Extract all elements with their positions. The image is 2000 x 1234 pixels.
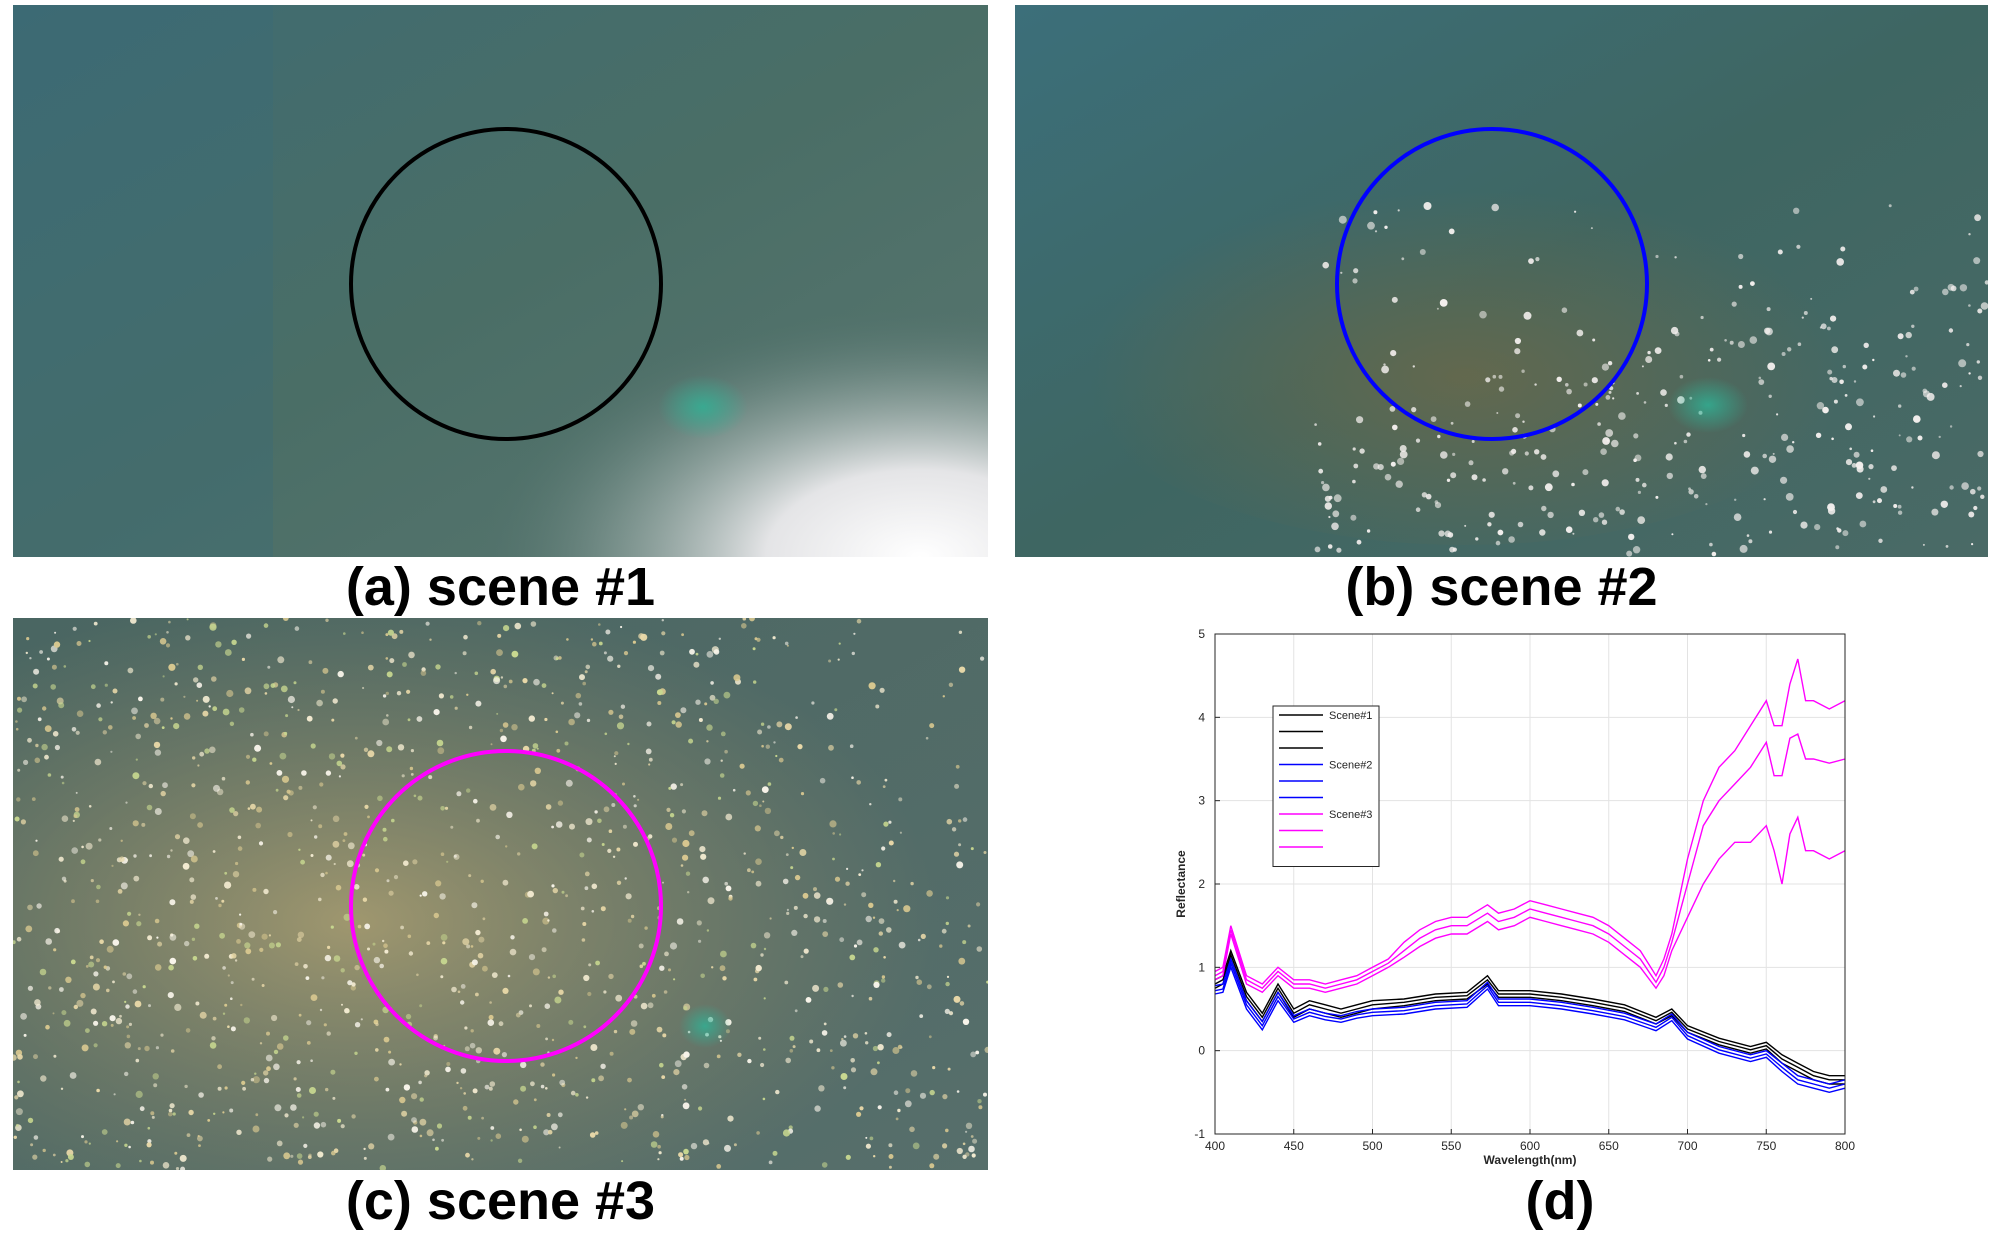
series-line-4: [1214, 956, 1846, 1085]
x-tick-label: 500: [1362, 1139, 1382, 1153]
y-tick-label: 1: [1198, 960, 1205, 974]
x-tick-label: 550: [1441, 1139, 1461, 1153]
reflectance-chart: 400 450 500 550 600 650 700 750 800 -1 0 1 2 3 4 5 Wavel…: [1170, 618, 1870, 1183]
series-line-9: [1214, 815, 1846, 994]
y-tick-label: 4: [1198, 710, 1205, 724]
y-tick-label: 0: [1198, 1044, 1205, 1058]
series-line-1: [1214, 948, 1845, 1077]
legend: Scene#1 Scene#2 Scene#3: [1272, 705, 1380, 867]
y-tick-label: 2: [1198, 877, 1205, 891]
scene-2-photo: [1015, 5, 1988, 557]
y-axis-label: Reflectance: [1174, 850, 1188, 918]
scene-3-roi-circle: [349, 749, 663, 1063]
series-line-5: [1214, 961, 1846, 1089]
series-line-7: [1214, 658, 1846, 985]
legend-box: [1272, 705, 1380, 867]
y-tick-label: 5: [1198, 627, 1205, 641]
y-tick-label: -1: [1194, 1127, 1205, 1141]
chart-caption: (d): [1525, 1171, 1595, 1231]
legend-label: Scene#1: [1329, 710, 1372, 722]
x-tick-label: 600: [1520, 1139, 1540, 1153]
y-tick-label: 3: [1198, 794, 1205, 808]
x-tick-label: 450: [1284, 1139, 1304, 1153]
x-tick-label: 750: [1756, 1139, 1776, 1153]
series-line-6: [1214, 965, 1846, 1094]
x-tick-label: 400: [1205, 1139, 1225, 1153]
scene-1-caption: (a) scene #1: [345, 557, 656, 617]
legend-label: Scene#2: [1329, 760, 1372, 772]
scene-3-photo: [13, 618, 988, 1170]
x-tick-label: 800: [1835, 1139, 1855, 1153]
x-axis-label: Wavelength(nm): [1484, 1153, 1577, 1167]
x-tick-label: 650: [1599, 1139, 1619, 1153]
series-line-2: [1214, 952, 1845, 1081]
scene-3-caption: (c) scene #3: [345, 1171, 656, 1231]
scene-1-roi-circle: [349, 127, 663, 441]
x-tick-label: 700: [1677, 1139, 1697, 1153]
scene-2-roi-circle: [1335, 127, 1649, 441]
legend-label: Scene#3: [1329, 809, 1372, 821]
series-line-8: [1214, 732, 1846, 990]
scene-2-caption: (b) scene #2: [1345, 557, 1658, 617]
scene-1-photo: [13, 5, 988, 557]
